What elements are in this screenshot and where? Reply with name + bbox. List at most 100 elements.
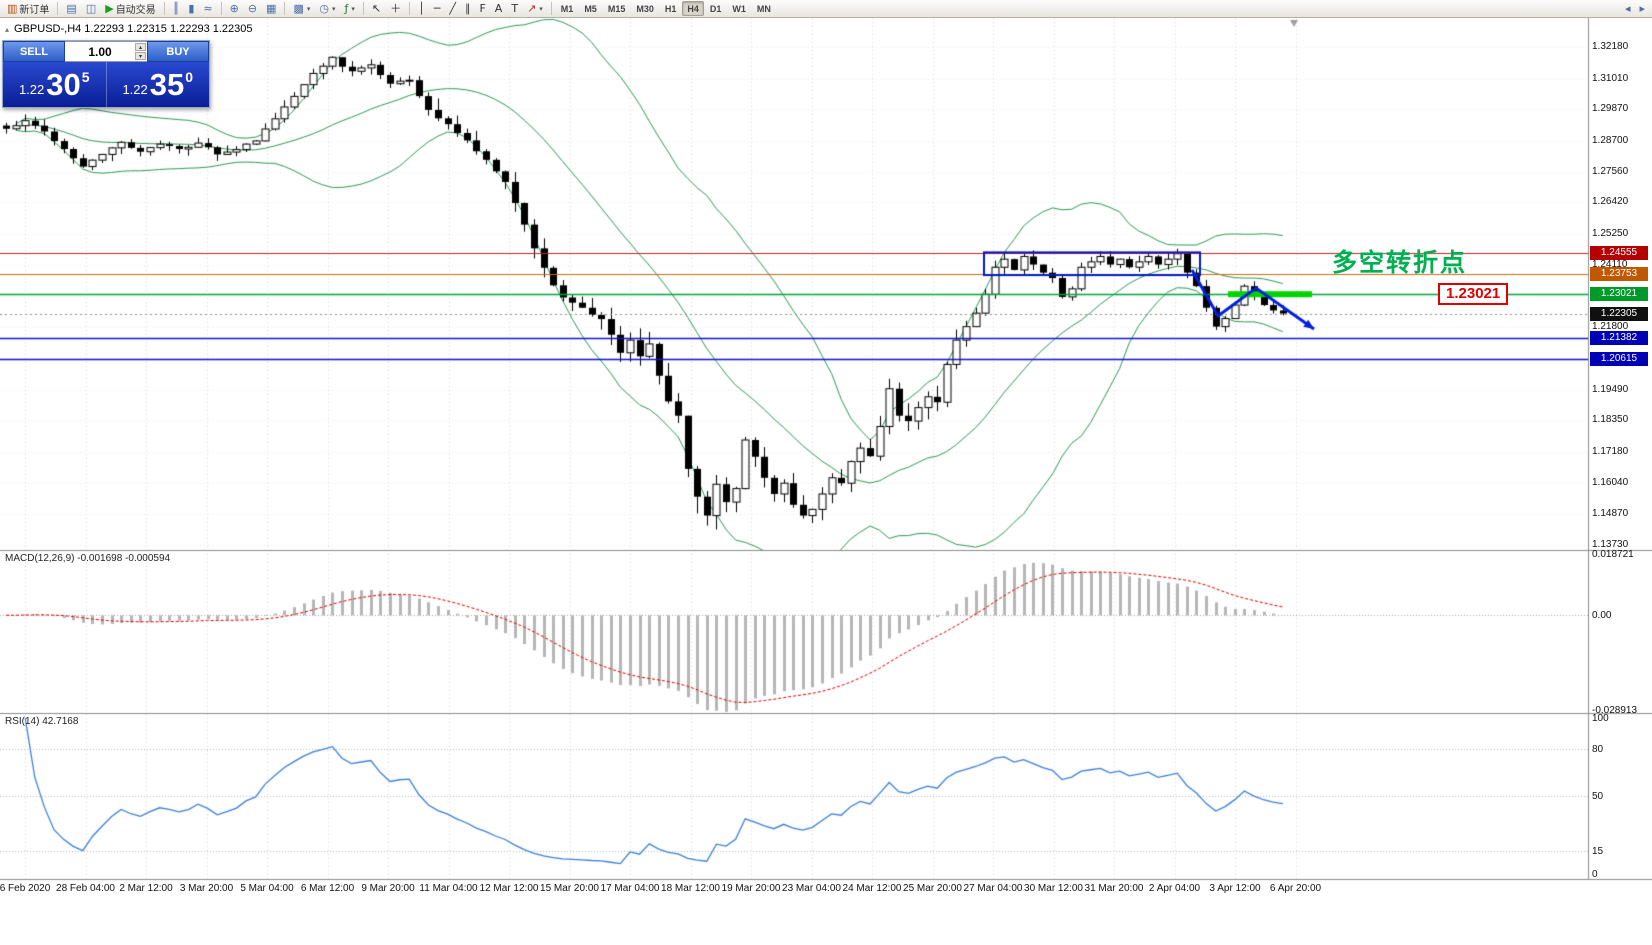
scroll-right-icon: ▸ [1639, 2, 1645, 15]
price-tick: 1.13730 [1592, 539, 1629, 550]
vertical-line-button[interactable]: │ [414, 1, 429, 16]
text-button[interactable]: A [491, 1, 507, 16]
text-label-button[interactable]: T [507, 1, 522, 16]
channel-icon: ∥ [464, 2, 471, 15]
timeframe-button-m15[interactable]: M15 [603, 1, 631, 16]
cursor-button[interactable]: ↖ [368, 1, 385, 16]
price-level-tag: 1.23753 [1590, 267, 1648, 282]
macd-indicator-label: MACD(12,26,9) -0.001698 -0.000594 [5, 553, 171, 564]
zoom-in-icon: ⊕ [229, 2, 239, 15]
candlestick-chart-button[interactable]: ▮ [184, 1, 198, 16]
scroll-right-button[interactable]: ▸ [1635, 1, 1649, 16]
zoom-out-button[interactable]: ⊖ [244, 1, 261, 16]
time-tick: 27 Mar 04:00 [963, 883, 1023, 894]
rsi-tick: 100 [1592, 713, 1609, 724]
sell-button[interactable]: SELL [3, 41, 65, 62]
one-click-prices: 1.22 30 5 1.22 35 0 [3, 62, 209, 107]
arrows-icon: ↗ [527, 2, 537, 15]
volume-input[interactable] [65, 42, 147, 61]
indicators-icon: ƒ [344, 2, 349, 15]
crosshair-button[interactable]: ＋ [386, 1, 405, 16]
time-tick: 17 Mar 04:00 [600, 883, 660, 894]
new-order-button[interactable]: ▥ 新订单 [3, 1, 53, 16]
bar-chart-button[interactable]: ║ [169, 1, 184, 16]
volume-decrease-button[interactable]: ▾ [135, 52, 146, 60]
price-tick: 1.29870 [1592, 103, 1629, 115]
trendline-button[interactable]: ╱ [445, 1, 460, 16]
tile-windows-icon: ▦ [266, 2, 277, 15]
arrows-button[interactable]: ↗ ▾ [523, 1, 547, 16]
market-watch-icon: ▤ [66, 2, 77, 15]
line-chart-icon: ≈ [203, 2, 213, 15]
indicators-button[interactable]: ƒ ▾ [340, 1, 358, 16]
time-tick: 25 Mar 20:00 [903, 883, 962, 894]
price-tick: 1.27560 [1592, 165, 1629, 177]
chevron-down-icon: ▾ [306, 4, 311, 13]
buy-price-pip: 0 [185, 68, 194, 85]
sell-price-display[interactable]: 1.22 30 5 [3, 62, 106, 107]
time-tick: 3 Apr 12:00 [1209, 883, 1261, 894]
time-tick: 12 Mar 12:00 [479, 883, 539, 894]
volume-increase-button[interactable]: ▴ [135, 43, 146, 51]
time-tick: 9 Mar 20:00 [361, 883, 415, 894]
price-level-tag: 1.24555 [1590, 245, 1648, 260]
price-tick: 1.28700 [1592, 134, 1629, 146]
new-chart-button[interactable]: ▩ ▾ [289, 1, 314, 16]
time-tick: 24 Mar 12:00 [842, 883, 902, 894]
auto-trading-button[interactable]: ▶ 自动交易 [101, 1, 159, 16]
timeframe-button-mn[interactable]: MN [752, 1, 776, 16]
tile-windows-button[interactable]: ▦ [262, 1, 280, 16]
time-tick: 2 Mar 12:00 [119, 883, 173, 894]
rsi-tick: 80 [1592, 744, 1604, 756]
one-click-trading-panel: SELL ▴ ▾ BUY 1.22 30 5 1.22 35 0 [2, 40, 210, 108]
rsi-tick: 50 [1592, 791, 1604, 802]
volume-box: ▴ ▾ [65, 41, 147, 62]
price-level-tag: 1.22305 [1590, 306, 1648, 321]
scroll-left-button[interactable]: ◂ [1621, 1, 1635, 16]
zoom-in-button[interactable]: ⊕ [226, 1, 243, 16]
new-order-icon: ▥ [7, 2, 18, 15]
toolbar-separator [163, 2, 165, 15]
macd-tick: 0.018721 [1592, 549, 1634, 560]
time-tick: 19 Mar 20:00 [721, 883, 781, 894]
horizontal-line-button[interactable]: ─ [430, 1, 445, 16]
buy-price-prefix: 1.22 [122, 82, 148, 97]
text-icon: A [494, 2, 503, 15]
buy-price-display[interactable]: 1.22 35 0 [105, 62, 210, 107]
time-tick: 6 Mar 12:00 [300, 883, 355, 894]
timeframe-button-m30[interactable]: M30 [631, 1, 659, 16]
horizontal-line-icon: ─ [433, 2, 441, 15]
timeframe-button-m1[interactable]: M1 [556, 1, 579, 16]
buy-button[interactable]: BUY [147, 41, 209, 62]
time-tick: 18 Mar 12:00 [661, 883, 720, 894]
timeframe-button-h1[interactable]: H1 [660, 1, 682, 16]
volume-spinner: ▴ ▾ [135, 43, 146, 60]
toolbar-separator [284, 2, 286, 15]
channel-button[interactable]: ∥ [461, 1, 475, 16]
time-tick: 11 Mar 04:00 [419, 883, 478, 894]
timeframe-button-d1[interactable]: D1 [705, 1, 727, 16]
fibonacci-button[interactable]: F [475, 1, 489, 16]
toolbar-separator [550, 2, 552, 15]
new-order-button-label: 新订单 [19, 5, 50, 16]
price-tick: 1.14870 [1592, 508, 1629, 520]
zoom-out-icon: ⊖ [247, 2, 258, 15]
timeframe-button-w1[interactable]: W1 [727, 1, 751, 16]
navigator-button[interactable]: ◫ [82, 1, 100, 16]
text-label-icon: T [511, 2, 519, 15]
profiles-button[interactable]: ◷ ▾ [315, 1, 339, 16]
crosshair-icon: ＋ [390, 2, 402, 15]
symbol-ohlc-text: GBPUSD-,H4 1.22293 1.22315 1.22293 1.223… [14, 23, 253, 35]
one-click-collapse-button[interactable]: ▴ [5, 25, 10, 34]
cursor-icon: ↖ [371, 2, 382, 15]
timeframe-button-m5[interactable]: M5 [579, 1, 602, 16]
timeframe-button-h4[interactable]: H4 [682, 1, 704, 16]
buy-price-main: 35 [149, 66, 185, 102]
fibonacci-icon: F [479, 2, 486, 15]
market-watch-button[interactable]: ▤ [62, 1, 80, 16]
toolbar-separator [409, 2, 411, 15]
price-callout: 1.23021 [1438, 283, 1509, 305]
scroll-left-icon: ◂ [1624, 2, 1631, 15]
line-chart-button[interactable]: ≈ [199, 1, 216, 16]
